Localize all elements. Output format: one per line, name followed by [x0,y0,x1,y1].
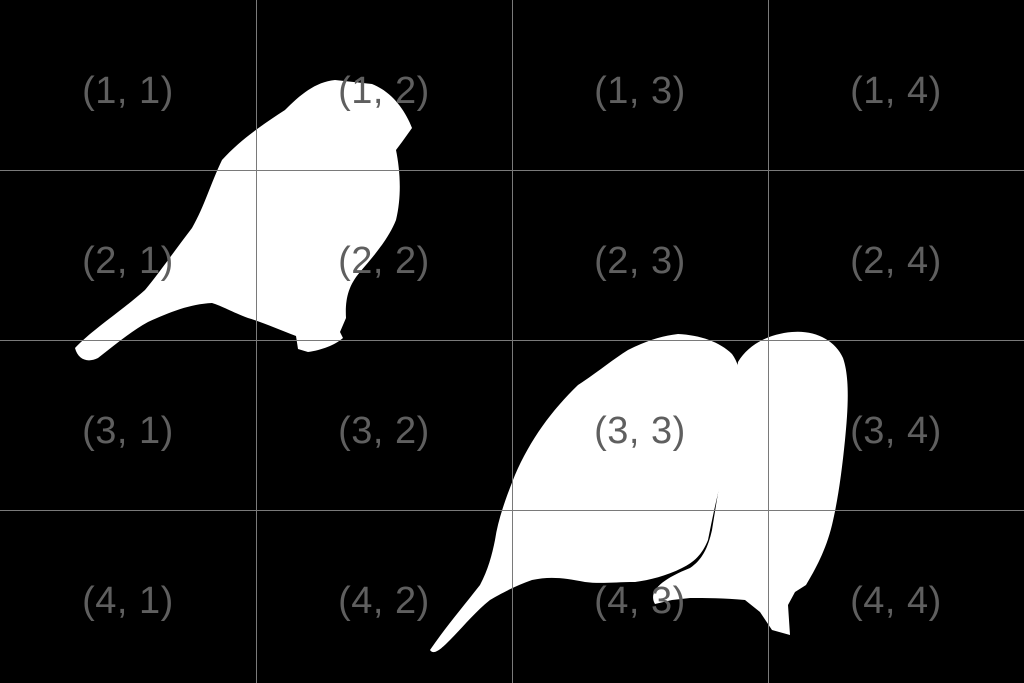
grid-line-horizontal-2 [0,340,1024,341]
cell-label-2-1: (2, 1) [82,240,174,282]
cell-label-2-2: (2, 2) [338,240,430,282]
cell-label-2-4: (2, 4) [850,240,942,282]
grid-line-vertical-2 [512,0,513,683]
bird-silhouette-center [430,334,742,653]
bird-silhouette-right [653,331,848,635]
cell-label-1-3: (1, 3) [594,70,686,112]
cell-label-4-4: (4, 4) [850,580,942,622]
cell-label-3-4: (3, 4) [850,410,942,452]
cell-label-2-3: (2, 3) [594,240,686,282]
cell-label-3-2: (3, 2) [338,410,430,452]
cell-label-4-3: (4, 3) [594,580,686,622]
cell-label-1-1: (1, 1) [82,70,174,112]
cell-label-4-1: (4, 1) [82,580,174,622]
bird-silhouette-left [75,80,412,361]
cell-label-3-1: (3, 1) [82,410,174,452]
cell-label-1-4: (1, 4) [850,70,942,112]
cell-label-3-3: (3, 3) [594,410,686,452]
grid-line-horizontal-3 [0,510,1024,511]
grid-line-vertical-1 [256,0,257,683]
grid-line-vertical-3 [768,0,769,683]
grid-line-horizontal-1 [0,170,1024,171]
cell-label-1-2: (1, 2) [338,70,430,112]
cell-label-4-2: (4, 2) [338,580,430,622]
